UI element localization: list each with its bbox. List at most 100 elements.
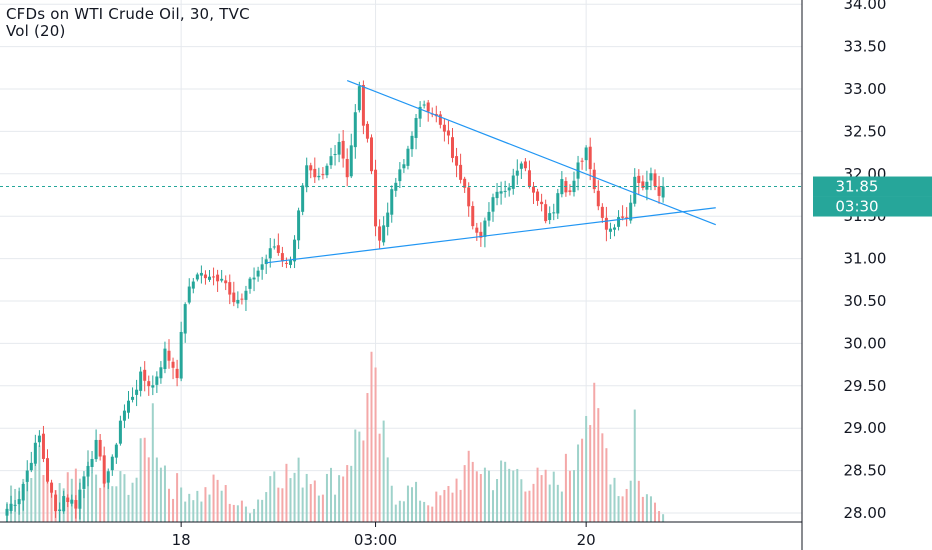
candle-body: [584, 147, 588, 161]
volume-bar: [301, 487, 304, 522]
volume-bar: [293, 472, 296, 522]
volume-bar: [188, 493, 191, 522]
volume-bar: [617, 496, 620, 522]
candle-body: [536, 191, 540, 201]
candle-body: [523, 161, 527, 169]
volume-bar: [370, 351, 373, 522]
volume-bar: [386, 457, 389, 522]
volume-bar: [378, 433, 381, 522]
volume-bar: [131, 482, 134, 522]
candlesticks: [5, 80, 665, 523]
candle-body: [5, 508, 9, 516]
volume-bar: [82, 489, 85, 522]
candle-body: [519, 163, 523, 169]
candle-body: [633, 176, 637, 204]
volume-bar: [354, 429, 357, 522]
candle-body: [252, 277, 256, 280]
candle-body: [131, 396, 135, 400]
candle-body: [102, 455, 106, 484]
volume-bar: [257, 499, 260, 522]
candle-body: [653, 173, 657, 187]
volume-bar: [662, 514, 665, 522]
volume-bars: [6, 351, 665, 522]
last-price-badge: [813, 176, 932, 197]
candle-body: [321, 174, 325, 176]
candle-body: [455, 156, 459, 166]
candle-body: [649, 173, 653, 181]
volume-bar: [95, 474, 98, 522]
volume-bar: [196, 490, 199, 522]
candle-body: [552, 212, 556, 214]
volume-bar: [350, 465, 353, 522]
volume-bar: [163, 465, 166, 522]
volume-bar: [220, 490, 223, 522]
volume-bar: [325, 473, 328, 522]
volume-bar: [658, 511, 661, 522]
y-tick-label: 30.00: [844, 334, 887, 352]
candle-body: [345, 158, 349, 178]
volume-bar: [334, 494, 337, 522]
volume-bar: [390, 485, 393, 522]
candle-body: [426, 102, 430, 112]
y-tick-label: 34.00: [844, 0, 887, 13]
volume-bar: [516, 468, 519, 522]
candle-body: [357, 86, 361, 111]
candle-body: [617, 217, 621, 227]
candle-body: [17, 499, 21, 505]
trendlines[interactable]: [266, 79, 716, 264]
volume-bar: [528, 490, 531, 522]
volume-bar: [212, 474, 215, 522]
volume-bar: [508, 468, 511, 522]
candle-body: [600, 206, 604, 218]
candle-body: [171, 361, 175, 368]
volume-bar: [435, 491, 438, 522]
candle-body: [349, 145, 353, 177]
volume-bar: [625, 488, 628, 522]
volume-bar: [463, 465, 466, 522]
volume-bar: [119, 471, 122, 522]
volume-bar: [123, 474, 126, 522]
candle-body: [94, 439, 98, 460]
candle-body: [479, 231, 483, 238]
volume-bar: [540, 475, 543, 522]
candle-body: [220, 278, 224, 281]
candle-body: [280, 253, 284, 262]
y-tick-label: 29.00: [844, 419, 887, 437]
candle-body: [309, 165, 313, 171]
candle-body: [179, 331, 183, 379]
candle-body: [175, 368, 179, 379]
candle-body: [74, 500, 78, 509]
candle-body: [264, 259, 268, 265]
volume-bar: [313, 480, 316, 522]
volume-bar: [431, 506, 434, 522]
volume-bar: [577, 444, 580, 522]
candle-body: [495, 191, 499, 199]
candle-body: [507, 187, 511, 191]
volume-bar: [581, 438, 584, 522]
candle-body: [248, 278, 252, 289]
volume-bar: [641, 496, 644, 522]
volume-bar: [147, 457, 150, 522]
candle-body: [661, 186, 665, 198]
volume-bar: [451, 492, 454, 522]
volume-bar: [564, 453, 567, 522]
candle-body: [317, 175, 321, 178]
volume-bar: [475, 471, 478, 522]
candle-body: [629, 202, 633, 221]
volume-bar: [520, 479, 523, 522]
candle-body: [329, 156, 333, 166]
volume-bar: [629, 480, 632, 522]
volume-bar: [34, 450, 37, 522]
volume-bar: [419, 500, 422, 522]
volume-bar: [589, 425, 592, 522]
candle-body: [106, 471, 110, 483]
candle-body: [66, 497, 70, 503]
volume-bar: [91, 472, 94, 522]
volume-bar: [289, 478, 292, 522]
volume-bar: [240, 500, 243, 522]
candle-body: [9, 503, 13, 511]
volume-bar: [30, 478, 33, 522]
candle-body: [305, 165, 309, 188]
candle-body: [394, 182, 398, 191]
